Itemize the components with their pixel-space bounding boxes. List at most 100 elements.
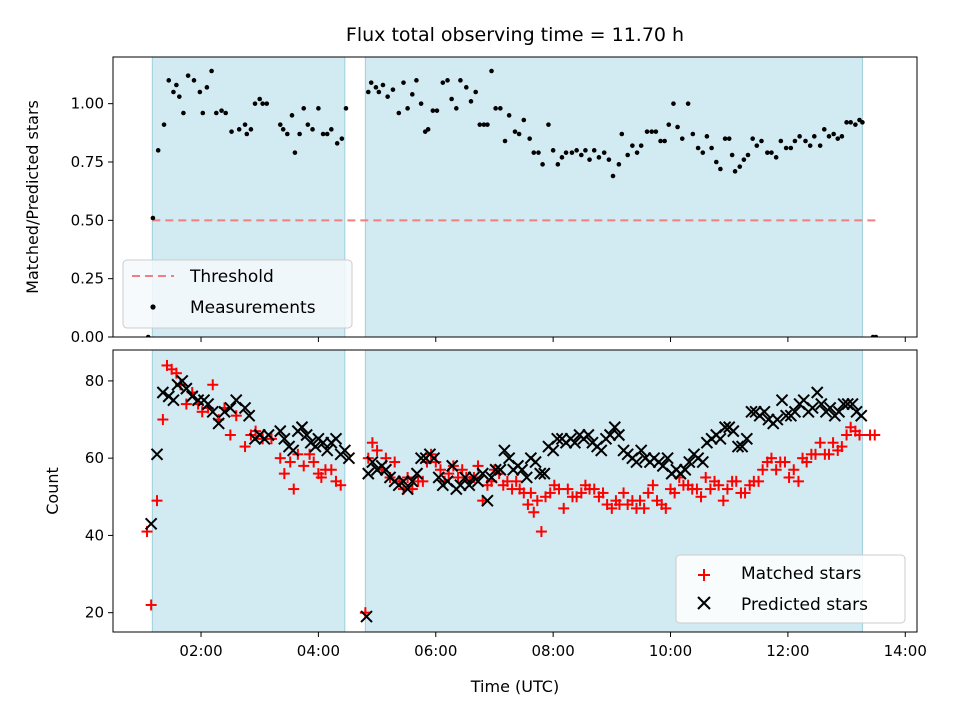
matched-star-point: [562, 483, 574, 495]
top-y-tick-label: 0.00: [71, 328, 104, 346]
predicted-star-point: [683, 455, 696, 469]
predicted-star-point: [718, 421, 732, 434]
predicted-star-point: [630, 455, 643, 469]
measurement-point: [579, 152, 584, 158]
measurement-point: [745, 152, 751, 158]
measurement-point: [783, 145, 789, 151]
measurement-point: [280, 127, 286, 132]
measurement-point: [722, 136, 728, 141]
matched-star-point: [157, 414, 169, 426]
measurement-point: [473, 89, 478, 95]
matched-star-point: [531, 495, 543, 507]
predicted-star-point: [595, 444, 608, 457]
predicted-star-point: [745, 405, 758, 419]
bottom-y-tick-label: 80: [85, 372, 104, 390]
matched-star-point: [145, 599, 157, 611]
measurement-point: [181, 110, 186, 116]
predicted-star-point: [320, 444, 334, 457]
measurement-point: [430, 108, 436, 113]
measurement-point: [610, 173, 616, 179]
matched-star-point: [853, 429, 865, 441]
measurement-point: [512, 129, 518, 134]
measurement-point: [792, 138, 798, 144]
bottom-y-tick-label: 40: [85, 526, 104, 544]
bottom-x-tick-label: 06:00: [414, 642, 457, 660]
measurement-point: [536, 150, 541, 155]
measurement-point: [242, 122, 248, 127]
measurement-point: [630, 143, 635, 148]
top-y-tick-label: 0.50: [71, 211, 104, 229]
measurement-point: [873, 334, 879, 337]
measurement-point: [477, 122, 483, 127]
measurement-point: [463, 85, 469, 90]
measurement-point: [150, 215, 156, 221]
measurement-point: [229, 129, 234, 134]
predicted-star-point: [846, 397, 859, 411]
matched-star-point: [757, 464, 769, 476]
top-y-tick-label: 0.75: [71, 153, 104, 171]
predicted-star-point: [779, 409, 793, 422]
measurement-point: [773, 155, 779, 160]
measurement-point: [807, 143, 813, 148]
matched-star-point: [366, 437, 378, 449]
measurement-point: [277, 122, 283, 127]
predicted-star-point: [476, 467, 489, 480]
measurement-point: [596, 155, 602, 160]
measurement-point: [675, 124, 680, 130]
measurement-point: [644, 129, 650, 134]
matched-star-point: [371, 444, 383, 456]
predicted-star-point: [300, 428, 313, 442]
measurement-point: [685, 101, 691, 106]
predicted-star-point: [534, 467, 547, 480]
matched-star-point: [239, 441, 251, 453]
measurement-point: [301, 106, 307, 111]
predicted-star-point: [454, 478, 467, 492]
matched-star-point: [669, 487, 681, 499]
predicted-star-point: [727, 424, 740, 438]
top-observing-windows: [151, 57, 863, 337]
matched-star-point: [869, 429, 881, 441]
matched-star-point: [801, 456, 813, 468]
measurement-point: [405, 106, 410, 111]
predicted-star-point: [180, 382, 193, 395]
matched-star-point: [634, 495, 646, 507]
measurement-point: [516, 131, 522, 137]
predicted-star-point: [144, 517, 158, 531]
predicted-star-point: [278, 432, 291, 446]
predicted-star-point: [811, 386, 824, 399]
matched-star-point: [721, 483, 733, 495]
matched-star-point: [788, 464, 800, 476]
matched-star-point: [284, 456, 296, 468]
measurement-point: [305, 122, 311, 127]
measurement-point: [709, 145, 714, 151]
measurement-point: [166, 78, 172, 83]
measurement-point: [765, 150, 770, 155]
measurement-point: [454, 106, 459, 111]
measurement-point: [718, 166, 723, 172]
measurement-point: [601, 150, 607, 155]
matched-star-point: [325, 464, 337, 476]
measurement-point: [376, 89, 382, 95]
matched-star-point: [417, 475, 429, 487]
predicted-star-point: [224, 401, 237, 415]
matched-star-point: [765, 452, 777, 464]
measurement-point: [316, 106, 321, 111]
measurement-point: [418, 101, 424, 106]
measurement-point: [527, 136, 532, 141]
matched-star-point: [525, 487, 537, 499]
predicted-star-point: [156, 386, 170, 399]
measurement-point: [671, 101, 676, 106]
matched-star-point: [298, 460, 310, 472]
measurement-point: [606, 157, 612, 162]
measurement-point: [817, 143, 823, 148]
predicted-star-point: [176, 374, 189, 388]
measurement-point: [750, 136, 755, 141]
measurement-point: [506, 113, 512, 118]
predicted-star-point: [406, 475, 419, 488]
predicted-star-point: [397, 475, 410, 488]
predicted-star-point: [608, 421, 621, 434]
predicted-star-point: [379, 463, 393, 476]
measurement-point: [343, 106, 349, 111]
bottom-x-tick-label: 04:00: [297, 642, 340, 660]
measurement-point: [778, 138, 784, 144]
